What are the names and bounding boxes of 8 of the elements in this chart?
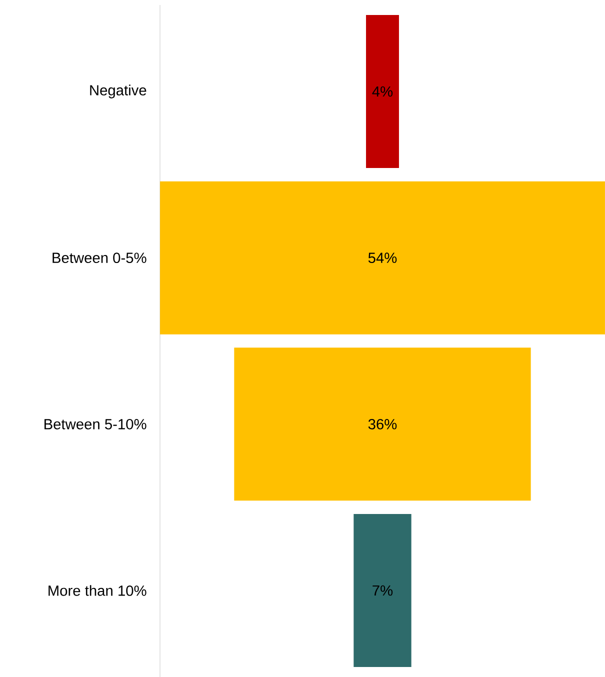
category-label: Negative — [90, 84, 146, 98]
category-label: Between 0-5% — [52, 252, 146, 264]
category-label: More than 10% — [48, 585, 146, 596]
data-label: 54% — [368, 252, 397, 263]
data-label: 7% — [372, 585, 393, 596]
category-label: Between 5-10% — [44, 418, 146, 430]
data-label: 36% — [368, 418, 397, 430]
data-label: 4% — [372, 86, 393, 97]
